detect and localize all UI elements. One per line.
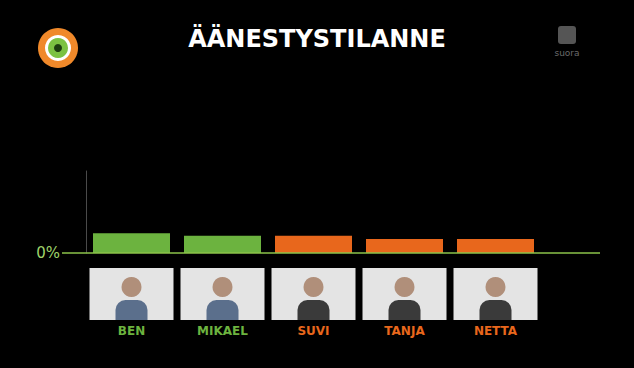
svg-text:0%: 0%: [36, 244, 60, 262]
svg-text:SUVI: SUVI: [297, 324, 329, 338]
svg-text:BEN: BEN: [118, 324, 145, 338]
svg-text:suora: suora: [554, 48, 579, 58]
svg-text:NETTA: NETTA: [474, 324, 518, 338]
svg-text:ÄÄNESTYSTILANNE: ÄÄNESTYSTILANNE: [188, 24, 446, 53]
svg-text:MIKAEL: MIKAEL: [197, 324, 248, 338]
svg-text:TANJA: TANJA: [384, 324, 425, 338]
